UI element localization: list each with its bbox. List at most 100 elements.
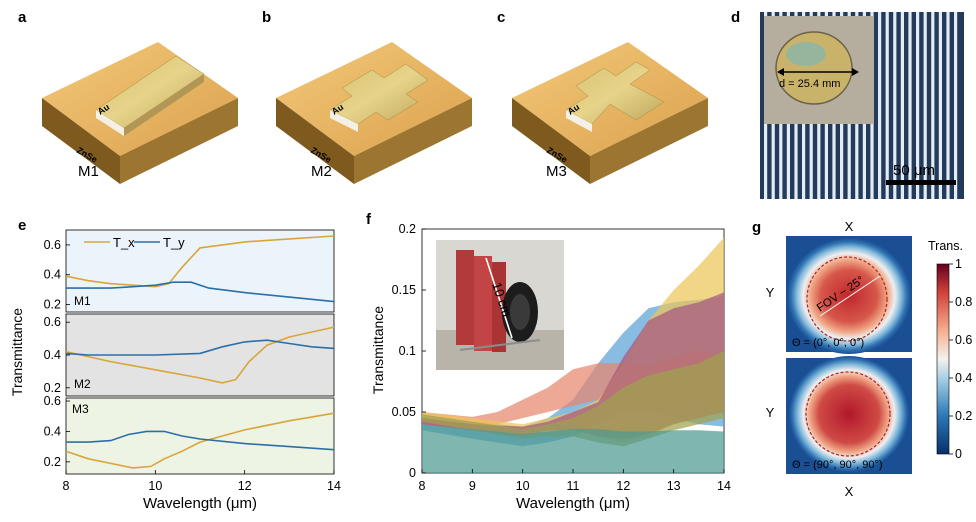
panel-b-label: b bbox=[262, 9, 271, 26]
x-tick-label: 8 bbox=[419, 479, 426, 493]
band-teal bbox=[422, 424, 724, 473]
panel-e-lines bbox=[65, 235, 335, 469]
legend-tx: T_x bbox=[113, 235, 135, 250]
y-tick-label: 0.4 bbox=[44, 424, 61, 438]
colorbar-tick-label: 0.6 bbox=[955, 333, 972, 347]
heatmap-bottom-x-label: X bbox=[845, 484, 854, 499]
y-tick-label: 0.2 bbox=[399, 222, 416, 236]
grating-stripe bbox=[938, 12, 942, 199]
subplot-m1-label: M1 bbox=[74, 294, 91, 308]
x-tick-label: 9 bbox=[469, 479, 476, 493]
panel-a-label: a bbox=[18, 9, 27, 26]
m3-label: M3 bbox=[546, 163, 567, 180]
fov-circle-90deg bbox=[805, 371, 891, 457]
device-m3-schematic bbox=[512, 42, 708, 184]
theta-label-1: Θ = (0°, 0°, 0°) bbox=[792, 337, 864, 349]
panel-f-bands bbox=[422, 237, 724, 473]
colorbar-tick-label: 0.2 bbox=[955, 409, 972, 423]
panel-g-label: g bbox=[752, 219, 761, 236]
x-tick-label: 14 bbox=[717, 479, 731, 493]
x-tick-label: 11 bbox=[567, 479, 580, 493]
y-tick-label: 0.2 bbox=[44, 381, 61, 395]
y-tick-label: 0.6 bbox=[44, 315, 61, 329]
panel-c-label: c bbox=[497, 9, 505, 26]
panel-e-xlabel: Wavelength (μm) bbox=[143, 495, 257, 512]
colorbar-tick-label: 0.4 bbox=[955, 371, 972, 385]
panel-b: b Au ZnSe M2 bbox=[262, 9, 472, 184]
m2-label: M2 bbox=[311, 163, 332, 180]
colorbar-ticks: 1 0.8 0.6 0.4 0.2 0 bbox=[949, 257, 972, 461]
panel-f: f 8 9 10 11 12 13 14 0 0.05 0.1 0.15 0.2 Transmitta… bbox=[366, 211, 731, 512]
panel-f-ticks: 8 9 10 11 12 13 14 0 0.05 0.1 0.15 0.2 bbox=[392, 222, 731, 493]
lens-disk bbox=[775, 31, 853, 105]
panel-d-label: d bbox=[731, 9, 740, 26]
y-tick-label: 0.2 bbox=[44, 455, 61, 469]
series-line-m1-t_y bbox=[66, 281, 335, 303]
y-tick-label: 0.4 bbox=[44, 268, 61, 282]
heatmap-y-label-1: Y bbox=[766, 285, 775, 300]
panel-f-ylabel: Transmittance bbox=[370, 306, 386, 394]
grating-stripe bbox=[878, 12, 882, 199]
x-tick-label: 10 bbox=[148, 479, 162, 493]
subplot-m2-label: M2 bbox=[74, 377, 91, 391]
colorbar-title: Trans. bbox=[928, 239, 963, 253]
m1-label: M1 bbox=[78, 163, 99, 180]
panel-e: e 0.20.40.60.20.40.60.20.40.68 10 12 14 Tra… bbox=[9, 217, 341, 512]
y-tick-label: 0.1 bbox=[399, 344, 416, 358]
heatmap-top-x-label: X bbox=[845, 219, 854, 234]
colorbar-tick-label: 0 bbox=[955, 447, 962, 461]
colorbar bbox=[936, 263, 950, 455]
series-line-m3-t_y bbox=[66, 430, 335, 451]
y-tick-label: 0.05 bbox=[392, 405, 416, 419]
grating-stripe bbox=[931, 12, 935, 199]
theta-label-2: Θ = (90°, 90°, 90°) bbox=[792, 459, 883, 471]
panel-e-ylabel: Transmittance bbox=[9, 308, 25, 396]
camera-photo-inset: 10 cm bbox=[436, 240, 564, 370]
panel-c: c Au ZnSe M3 bbox=[497, 9, 708, 184]
x-tick-label: 8 bbox=[63, 479, 70, 493]
scale-bar bbox=[886, 180, 956, 185]
x-tick-label: 14 bbox=[327, 479, 341, 493]
y-tick-label: 0.6 bbox=[44, 238, 61, 252]
grating-stripe bbox=[893, 12, 897, 199]
x-tick-label: 10 bbox=[516, 479, 530, 493]
grating-stripe bbox=[908, 12, 912, 199]
y-tick-label: 0.2 bbox=[44, 298, 61, 312]
y-tick-label: 0.15 bbox=[392, 283, 416, 297]
colorbar-tick-label: 1 bbox=[955, 257, 962, 271]
colorbar-tick-label: 0.8 bbox=[955, 295, 972, 309]
x-tick-label: 12 bbox=[238, 479, 252, 493]
series-line-m2-t_y bbox=[65, 339, 335, 356]
y-tick-label: 0.4 bbox=[44, 348, 61, 362]
series-line-m3-t_x bbox=[65, 412, 335, 469]
scale-bar-label: 50 μm bbox=[893, 162, 935, 179]
grating-stripe bbox=[954, 12, 958, 199]
panel-e-label: e bbox=[18, 217, 26, 234]
panel-f-xlabel: Wavelength (μm) bbox=[516, 495, 630, 512]
panel-f-label: f bbox=[366, 211, 372, 228]
device-m1-schematic bbox=[42, 42, 238, 184]
panel-a: a Au ZnSe M1 bbox=[18, 9, 238, 184]
panel-e-ticks: 0.20.40.60.20.40.60.20.40.68 10 12 14 bbox=[44, 238, 341, 493]
x-tick-label: 13 bbox=[667, 479, 681, 493]
panel-e-legend: T_x T_y bbox=[84, 235, 185, 250]
band-olive bbox=[422, 351, 724, 447]
device-m2-schematic bbox=[276, 42, 472, 184]
panel-g: g X FOV ~ 25° Θ = (0°, 0°, 0°) Y Θ = (90… bbox=[752, 219, 972, 499]
subplot-m3-label: M3 bbox=[72, 402, 89, 416]
grating-stripe bbox=[885, 12, 889, 199]
heatmap-y-label-2: Y bbox=[766, 405, 775, 420]
grating-stripe bbox=[923, 12, 927, 199]
diameter-label: d = 25.4 mm bbox=[779, 78, 840, 90]
fov-circle-0deg bbox=[806, 256, 888, 342]
grating-stripe bbox=[946, 12, 950, 199]
y-tick-label: 0.6 bbox=[44, 394, 61, 408]
series-line-m2-t_x bbox=[65, 326, 335, 384]
legend-ty: T_y bbox=[163, 235, 185, 250]
grating-stripe bbox=[900, 12, 904, 199]
x-tick-label: 12 bbox=[616, 479, 630, 493]
subplot-m3-bg bbox=[65, 397, 335, 475]
subplot-m1-bg bbox=[65, 229, 335, 313]
grating-stripe bbox=[916, 12, 920, 199]
